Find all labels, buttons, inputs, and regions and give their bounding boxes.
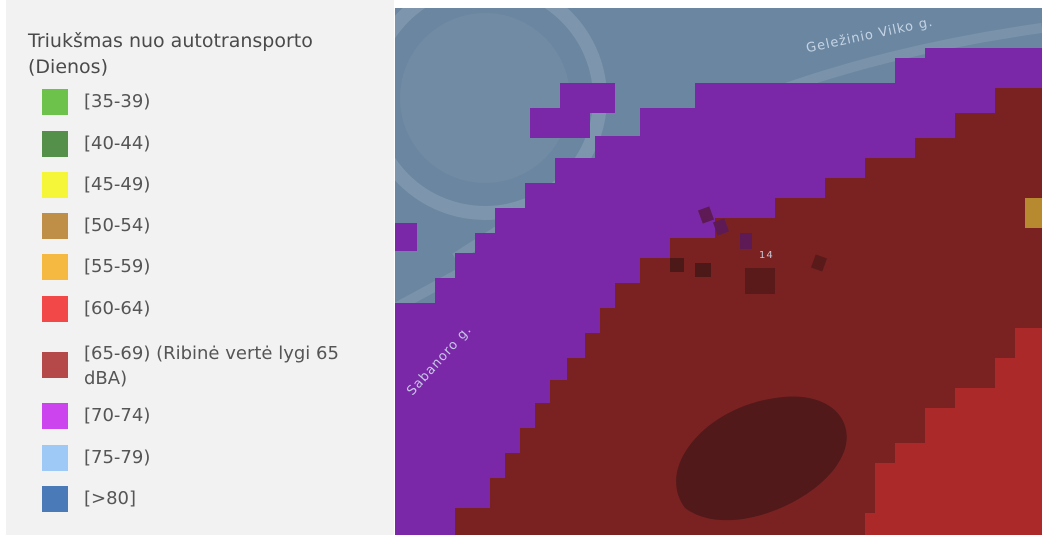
legend-swatch [42,352,68,378]
legend-swatch [42,213,68,239]
legend-label: [>80] [84,488,137,509]
building [810,254,828,272]
legend-swatch [42,403,68,429]
legend-label: [70-74) [84,405,151,426]
legend-label: [75-79) [84,447,151,468]
legend-item: [45-49) [42,172,374,198]
legend-label: [35-39) [84,91,151,112]
legend-label: [60-64) [84,298,151,319]
building [745,268,775,294]
building [697,206,715,224]
legend-item: [55-59) [42,254,374,280]
legend-item: [>80] [42,486,374,512]
legend-swatch [42,486,68,512]
noise-zone-70-74 [395,223,417,251]
legend-swatch [42,254,68,280]
roundabout-center [400,13,570,183]
noise-zone-65-69 [455,88,1042,535]
legend-label: [40-44) [84,133,151,154]
legend-label: [45-49) [84,174,151,195]
legend-swatch [42,172,68,198]
legend-item: [50-54) [42,213,374,239]
legend-swatch [42,89,68,115]
legend-swatch [42,445,68,471]
building [712,218,730,236]
building [695,263,711,277]
map-canvas [395,8,1042,535]
legend-panel: Triukšmas nuo autotransporto (Dienos) [3… [6,0,394,535]
building-number: 14 [759,250,774,261]
legend-item: [75-79) [42,445,374,471]
legend-title: Triukšmas nuo autotransporto (Dienos) [28,30,313,78]
legend-item: [65-69) (Ribinė vertė lygi 65 dBA) [42,341,354,391]
building [740,233,752,249]
legend-item: [35-39) [42,89,374,115]
legend-swatch [42,131,68,157]
legend-item: [70-74) [42,403,374,429]
pond [676,396,847,521]
legend-label: [55-59) [84,256,151,277]
legend-label: [65-69) (Ribinė vertė lygi 65 dBA) [84,343,339,389]
building [1025,198,1042,228]
legend-swatch [42,296,68,322]
legend-label: [50-54) [84,215,151,236]
legend-item: [40-44) [42,131,374,157]
noise-map[interactable]: Geležinio Vilko g. Sabanoro g. 14 [395,8,1042,535]
noise-zone-60-64 [865,328,1042,535]
building [670,258,684,272]
legend-item: [60-64) [42,296,374,322]
noise-zone-70-74 [530,108,590,138]
